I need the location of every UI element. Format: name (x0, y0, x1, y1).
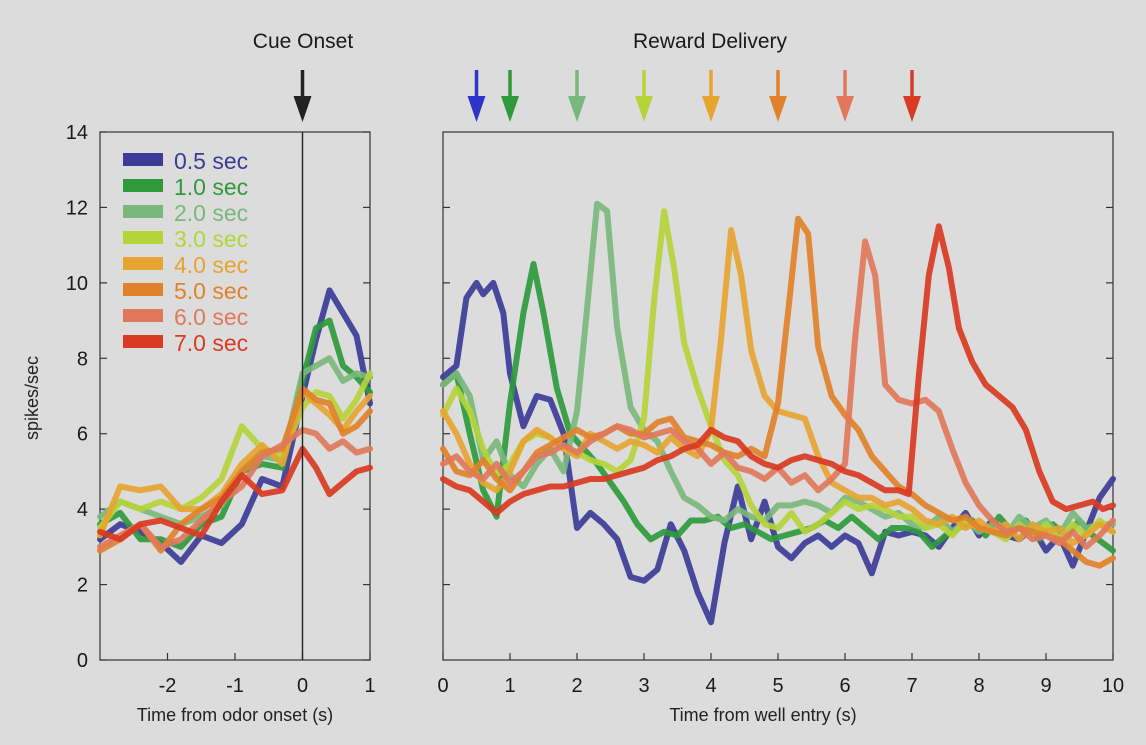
arrows-layer (293, 70, 921, 122)
x-tick-label: 6 (839, 675, 850, 697)
y-tick-label: 6 (77, 424, 88, 446)
legend-label: 4.0 sec (174, 252, 248, 278)
x-tick-label: 0 (437, 675, 448, 697)
legend-swatch (123, 231, 163, 244)
legend-label: 2.0 sec (174, 200, 248, 226)
reward-arrow-icon-1 (467, 70, 486, 122)
x-tick-label: 0 (297, 675, 308, 697)
reward-arrow-icon-1-head (467, 96, 486, 122)
x-tick-label: 1 (504, 675, 515, 697)
legend-label: 3.0 sec (174, 226, 248, 252)
legend-label: 0.5 sec (174, 148, 248, 174)
reward-arrow-icon-3-head (568, 96, 586, 122)
y-tick-label: 0 (77, 650, 88, 672)
reward-arrow-icon-6-head (769, 96, 787, 122)
legend-label: 6.0 sec (174, 304, 248, 330)
y-tick-label: 8 (77, 348, 88, 370)
cue-arrow-icon-head (293, 96, 312, 122)
series-line-7-0-sec (440, 223, 1116, 516)
left-x-axis-label: Time from odor onset (s) (137, 705, 333, 725)
x-tick-label: 4 (705, 675, 716, 697)
x-tick-label: 1 (364, 675, 375, 697)
x-tick-label: -1 (226, 675, 244, 697)
legend-swatch (123, 205, 163, 218)
cue-onset-title: Cue Onset (253, 30, 354, 53)
legend-swatch (123, 309, 163, 322)
legend-swatch (123, 257, 163, 270)
y-tick-label: 10 (66, 273, 88, 295)
x-tick-label: -2 (159, 675, 177, 697)
series-line-7-0-sec (97, 445, 373, 543)
reward-arrow-icon-2 (501, 70, 519, 122)
x-tick-label: 10 (1102, 675, 1124, 697)
x-tick-label: 9 (1040, 675, 1051, 697)
series-line-5-0-sec (440, 215, 1116, 569)
legend-swatch (123, 153, 163, 166)
legend-swatch (123, 335, 163, 348)
reward-arrow-icon-4 (635, 70, 653, 122)
y-tick-label: 4 (77, 499, 88, 521)
left-panel: 0 2 4 6 8 10 12 14 -2 -1 0 1 (66, 122, 376, 697)
y-tick-label: 14 (66, 122, 88, 144)
series-line-6-0-sec (440, 238, 1116, 550)
reward-arrow-icon-5 (702, 70, 720, 122)
right-panel: 0 1 2 3 4 5 6 7 8 9 10 (437, 131, 1124, 697)
x-tick-label: 3 (638, 675, 649, 697)
x-tick-label: 2 (571, 675, 582, 697)
reward-arrow-icon-2-head (501, 96, 519, 122)
y-tick-label: 2 (77, 575, 88, 597)
reward-arrow-icon-5-head (702, 96, 720, 122)
y-axis-label: spikes/sec (22, 356, 42, 440)
cue-arrow-icon (293, 70, 312, 122)
reward-arrow-icon-7 (836, 70, 854, 122)
y-tick-label: 12 (66, 197, 88, 219)
x-tick-label: 8 (973, 675, 984, 697)
reward-arrow-icon-4-head (635, 96, 653, 122)
reward-arrow-icon-6 (769, 70, 787, 122)
x-tick-label: 5 (772, 675, 783, 697)
legend-label: 5.0 sec (174, 278, 248, 304)
reward-arrow-icon-3 (568, 70, 586, 122)
series-line-3-0-sec (97, 370, 373, 531)
right-x-axis-label: Time from well entry (s) (669, 705, 856, 725)
reward-delivery-title: Reward Delivery (633, 30, 788, 53)
legend-swatch (123, 179, 163, 192)
reward-arrow-icon-8 (903, 70, 921, 122)
legend-swatch (123, 283, 163, 296)
legend-label: 7.0 sec (174, 330, 248, 356)
series-line-6-0-sec (97, 426, 373, 550)
legend-label: 1.0 sec (174, 174, 248, 200)
x-tick-label: 7 (906, 675, 917, 697)
reward-arrow-icon-8-head (903, 96, 921, 122)
reward-arrow-icon-7-head (836, 96, 854, 122)
